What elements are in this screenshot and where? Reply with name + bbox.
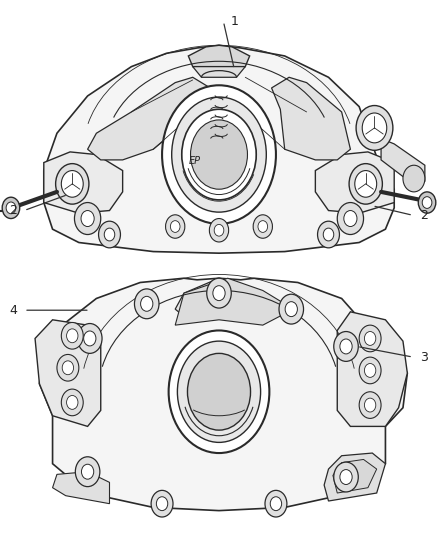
Polygon shape (35, 320, 101, 426)
Polygon shape (175, 278, 263, 320)
Circle shape (340, 339, 352, 354)
Circle shape (323, 228, 334, 241)
Circle shape (169, 330, 269, 453)
Circle shape (6, 202, 16, 214)
Polygon shape (272, 77, 350, 160)
Polygon shape (44, 152, 123, 213)
Circle shape (2, 197, 20, 219)
Circle shape (364, 398, 376, 412)
Circle shape (334, 462, 358, 492)
Text: 2: 2 (9, 204, 17, 217)
Text: 2: 2 (420, 209, 428, 222)
Polygon shape (44, 45, 394, 253)
Circle shape (213, 286, 225, 301)
Circle shape (359, 325, 381, 352)
Polygon shape (188, 45, 250, 67)
Polygon shape (53, 472, 110, 504)
Circle shape (364, 364, 376, 377)
Polygon shape (324, 453, 385, 501)
Polygon shape (88, 77, 210, 160)
Circle shape (191, 120, 247, 189)
Circle shape (141, 296, 153, 311)
Circle shape (99, 221, 120, 248)
Circle shape (56, 164, 89, 204)
Circle shape (344, 211, 357, 227)
Circle shape (403, 165, 425, 192)
Circle shape (67, 329, 78, 343)
Circle shape (104, 228, 115, 241)
Circle shape (182, 109, 256, 200)
Circle shape (78, 324, 102, 353)
Circle shape (285, 302, 297, 317)
Circle shape (134, 289, 159, 319)
Text: 4: 4 (9, 304, 17, 317)
Polygon shape (315, 152, 394, 213)
Circle shape (418, 192, 436, 213)
Circle shape (337, 203, 364, 235)
Circle shape (318, 221, 339, 248)
Circle shape (359, 357, 381, 384)
Polygon shape (39, 278, 407, 511)
Circle shape (162, 85, 276, 224)
Circle shape (265, 490, 287, 517)
Circle shape (170, 221, 180, 232)
Circle shape (334, 332, 358, 361)
Circle shape (62, 361, 74, 375)
Text: EP: EP (189, 156, 201, 166)
Circle shape (172, 97, 266, 212)
Circle shape (81, 211, 94, 227)
Circle shape (151, 490, 173, 517)
Circle shape (61, 171, 83, 197)
Circle shape (187, 353, 251, 430)
Circle shape (156, 497, 168, 511)
Polygon shape (381, 139, 425, 187)
Polygon shape (175, 278, 293, 325)
Circle shape (207, 278, 231, 308)
Circle shape (359, 392, 381, 418)
Circle shape (209, 219, 229, 242)
Text: 1: 1 (230, 15, 238, 28)
Circle shape (349, 164, 382, 204)
Circle shape (67, 395, 78, 409)
Circle shape (75, 457, 100, 487)
Circle shape (356, 106, 393, 150)
Circle shape (355, 171, 377, 197)
Polygon shape (193, 67, 245, 77)
Circle shape (362, 113, 387, 143)
Circle shape (279, 294, 304, 324)
Circle shape (177, 341, 261, 442)
Circle shape (340, 470, 352, 484)
Polygon shape (333, 459, 377, 493)
Polygon shape (337, 312, 407, 426)
Circle shape (364, 332, 376, 345)
Circle shape (166, 215, 185, 238)
Circle shape (81, 464, 94, 479)
Circle shape (214, 224, 224, 236)
Circle shape (422, 197, 432, 208)
Circle shape (74, 203, 101, 235)
Circle shape (57, 354, 79, 381)
Circle shape (61, 322, 83, 349)
Circle shape (258, 221, 268, 232)
Circle shape (84, 331, 96, 346)
Circle shape (61, 389, 83, 416)
Circle shape (253, 215, 272, 238)
Circle shape (270, 497, 282, 511)
Text: 3: 3 (420, 351, 428, 364)
